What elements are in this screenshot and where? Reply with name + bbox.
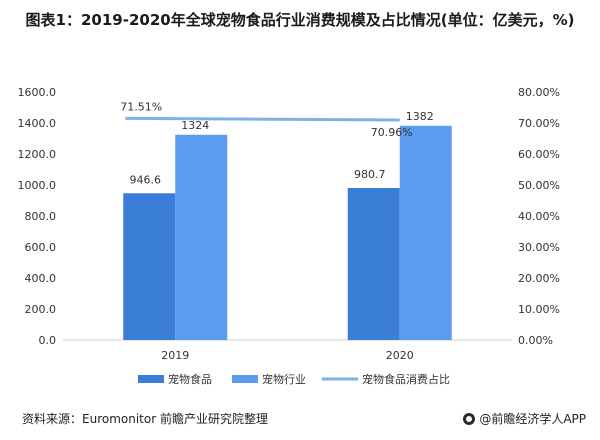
legend-item: 宠物食品消费占比 <box>322 372 450 386</box>
bar-value-label: 980.7 <box>354 168 386 181</box>
y-tick-left-label: 800.0 <box>25 210 57 223</box>
bar-value-label: 1324 <box>181 119 209 132</box>
brand-text: @前瞻经济学人APP <box>479 412 586 426</box>
y-tick-right-label: 70.00% <box>518 117 560 130</box>
bar-pet-industry <box>175 134 228 340</box>
legend-label: 宠物食品消费占比 <box>362 372 450 386</box>
y-tick-right-label: 10.00% <box>518 303 560 316</box>
y-tick-left-label: 200.0 <box>25 303 57 316</box>
y-tick-right-label: 40.00% <box>518 210 560 223</box>
bar-pet-food <box>123 193 176 340</box>
legend-item: 宠物食品 <box>138 372 212 386</box>
y-tick-left-label: 1000.0 <box>18 179 57 192</box>
bar-pet-food <box>347 187 400 340</box>
line-value-label: 70.96% <box>371 126 413 139</box>
x-tick-label: 2019 <box>161 349 189 362</box>
y-tick-left-label: 0.0 <box>39 334 57 347</box>
y-tick-left-label: 1600.0 <box>18 86 57 99</box>
y-tick-left-label: 600.0 <box>25 241 57 254</box>
brand-credit: @前瞻经济学人APP <box>463 410 586 427</box>
line-share-series <box>125 116 400 122</box>
y-tick-right-label: 50.00% <box>518 179 560 192</box>
bar-value-label: 946.6 <box>130 173 162 186</box>
y-tick-right-label: 0.00% <box>518 334 553 347</box>
y-tick-left-label: 1400.0 <box>18 117 57 130</box>
y-tick-right-label: 60.00% <box>518 148 560 161</box>
y-tick-left-label: 1200.0 <box>18 148 57 161</box>
brand-logo-icon <box>463 412 476 425</box>
y-tick-right-label: 80.00% <box>518 86 560 99</box>
y-tick-left-label: 400.0 <box>25 272 57 285</box>
bar-value-label: 1382 <box>406 110 434 123</box>
source-note: 资料来源：Euromonitor 前瞻产业研究院整理 <box>22 412 268 426</box>
chart: 0.0 200.0 400.0 600.0 800.0 1000.0 1200.0 1400.… <box>18 86 560 386</box>
chart-title: 图表1：2019-2020年全球宠物食品行业消费规模及占比情况(单位：亿美元，%… <box>25 11 575 29</box>
legend-label: 宠物行业 <box>262 372 306 386</box>
legend-swatch <box>232 375 258 383</box>
x-tick-label: 2020 <box>386 349 414 362</box>
legend-label: 宠物食品 <box>168 372 212 386</box>
line-value-label: 71.51% <box>120 100 162 113</box>
y-tick-right-label: 20.00% <box>518 272 560 285</box>
legend-item: 宠物行业 <box>232 372 306 386</box>
bar-pet-industry <box>399 125 452 340</box>
y-tick-right-label: 30.00% <box>518 241 560 254</box>
legend-swatch <box>138 375 164 383</box>
